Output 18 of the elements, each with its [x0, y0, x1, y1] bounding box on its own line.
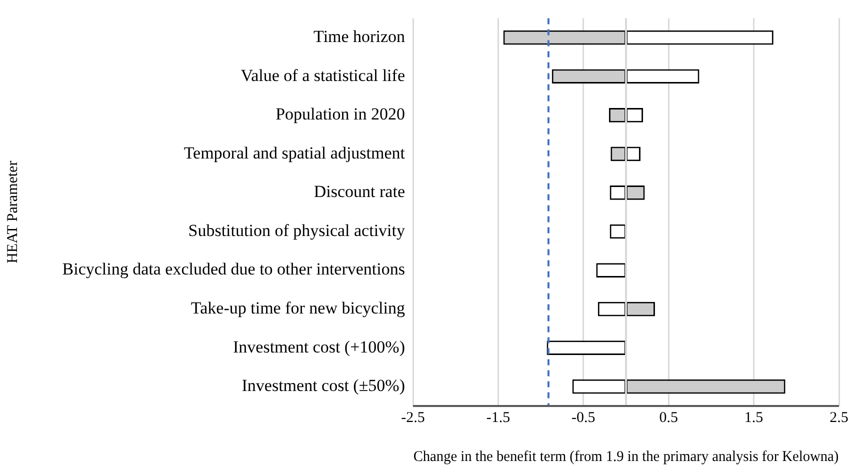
x-tick-label: 0.5	[659, 410, 678, 426]
y-tick-label: Time horizon	[314, 27, 406, 46]
y-tick-label: Investment cost (+100%)	[233, 337, 405, 356]
x-tick-label: -0.5	[572, 410, 596, 426]
y-tick-label: Discount rate	[314, 182, 405, 202]
y-tick-label: Take-up time for new bicycling	[190, 298, 406, 318]
y-tick-label: Investment cost (±50%)	[242, 376, 405, 396]
y-tick-label: Bicycling data excluded due to other interventions	[62, 260, 405, 279]
y-tick-label: Substitution of physical activity	[188, 220, 406, 240]
y-tick-label: Value of a statistical life	[240, 66, 405, 85]
x-tick-label: 1.5	[744, 410, 764, 426]
x-tick-label: -2.5	[401, 410, 425, 426]
y-tick-label: Temporal and spatial adjustment	[184, 143, 406, 162]
x-tick-label: 2.5	[830, 410, 848, 426]
x-axis-title: Change in the benefit term (from 1.9 in the primary analysis for Kelowna)	[413, 448, 839, 466]
y-tick-label: Population in 2020	[276, 104, 405, 124]
y-axis-title: HEAT Parameter	[4, 160, 21, 264]
x-tick-label: -1.5	[486, 410, 510, 426]
